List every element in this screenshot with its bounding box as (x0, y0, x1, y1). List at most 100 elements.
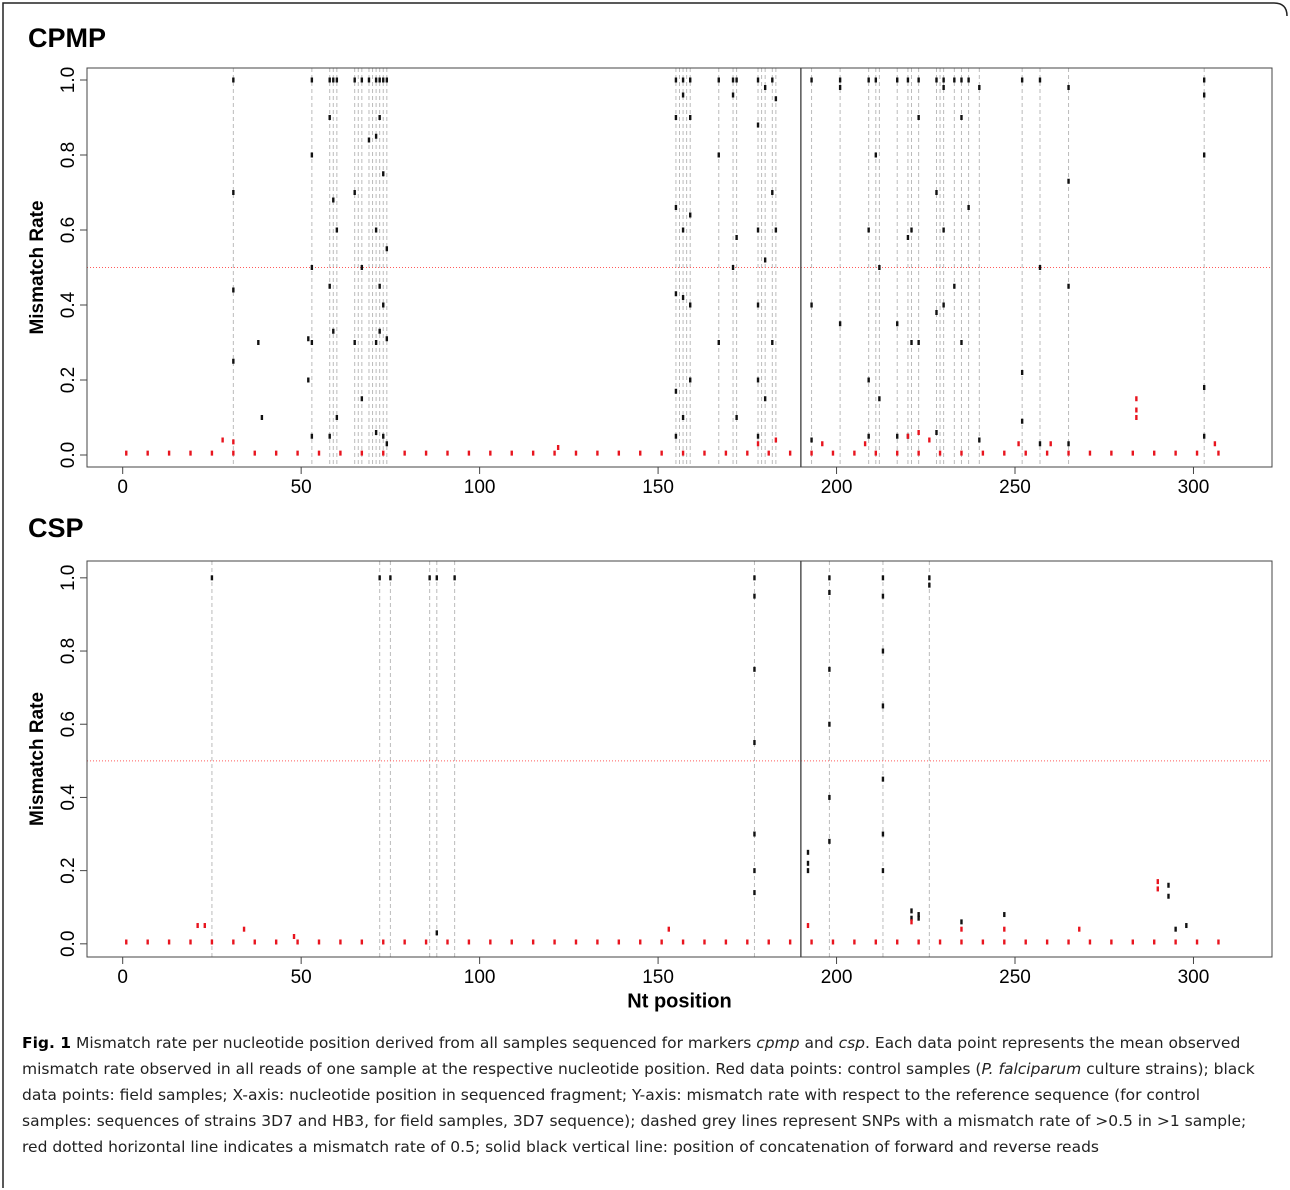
data-point (756, 441, 760, 447)
data-point (681, 450, 685, 456)
data-point (874, 450, 878, 456)
data-point (1156, 879, 1159, 885)
data-point (1195, 939, 1199, 945)
data-point (960, 939, 963, 945)
x-tick-label: 50 (291, 967, 312, 988)
data-point (896, 433, 899, 439)
data-point (556, 445, 560, 450)
data-point (167, 939, 171, 945)
data-point (335, 227, 339, 233)
data-point (317, 939, 321, 945)
data-point (810, 77, 813, 83)
y-tick-label: 0.0 (58, 931, 79, 957)
data-point (753, 890, 756, 896)
data-point (332, 197, 335, 203)
data-point (274, 450, 278, 456)
data-point (531, 450, 535, 456)
y-axis-label: Mismatch Rate (27, 692, 48, 826)
data-point (774, 437, 778, 443)
data-point (574, 450, 578, 456)
data-point (1020, 370, 1024, 375)
data-point (574, 939, 578, 945)
data-point (674, 205, 678, 210)
data-point (881, 868, 885, 874)
data-point (938, 450, 942, 456)
x-tick-label: 150 (642, 967, 674, 988)
data-point (1195, 450, 1199, 456)
data-point (1156, 886, 1159, 892)
data-point (910, 227, 913, 233)
x-tick-label: 300 (1178, 967, 1210, 988)
data-point (596, 939, 599, 945)
data-point (774, 227, 778, 233)
data-point (274, 939, 278, 945)
x-tick-label: 250 (999, 967, 1031, 988)
data-point (1088, 939, 1092, 945)
data-point (746, 939, 749, 945)
x-tick-label: 0 (117, 967, 128, 988)
data-point (1131, 450, 1134, 456)
data-point (756, 122, 760, 128)
data-point (681, 415, 685, 420)
data-point (867, 227, 870, 233)
data-point (810, 939, 813, 945)
data-point (1202, 92, 1206, 98)
data-point (310, 265, 314, 270)
data-point (953, 283, 956, 289)
data-point (1088, 450, 1092, 456)
data-point (382, 171, 385, 177)
data-point (763, 257, 767, 263)
data-point (1038, 77, 1042, 83)
data-point (424, 939, 428, 945)
data-point (689, 212, 692, 218)
data-point (681, 92, 685, 98)
y-tick-label: 0.4 (58, 291, 79, 318)
data-point (810, 437, 813, 443)
data-point (878, 396, 881, 402)
data-point (446, 939, 449, 945)
data-point (774, 96, 778, 102)
data-point (674, 388, 678, 394)
data-point (639, 939, 642, 945)
data-point (382, 433, 385, 439)
y-axis-label: Mismatch Rate (27, 200, 48, 334)
data-point (806, 868, 810, 874)
data-point (763, 85, 767, 90)
data-point (360, 396, 364, 402)
data-point (828, 721, 831, 727)
data-point (360, 77, 364, 83)
data-point (221, 437, 224, 443)
data-point (828, 575, 831, 581)
data-point (378, 115, 381, 120)
data-point (1135, 415, 1138, 420)
data-point (385, 246, 389, 252)
x-tick-label: 150 (642, 477, 674, 498)
x-tick-label: 100 (464, 477, 496, 498)
data-point (203, 923, 206, 929)
data-point (167, 450, 171, 456)
data-point (928, 437, 931, 443)
data-point (731, 92, 735, 98)
data-point (1153, 450, 1156, 456)
data-point (435, 575, 438, 581)
data-point (310, 340, 314, 345)
data-point (703, 450, 706, 456)
data-point (935, 190, 938, 195)
data-point (310, 152, 314, 158)
data-point (731, 265, 735, 270)
data-point (385, 336, 389, 342)
data-point (1067, 441, 1070, 447)
data-point (806, 923, 810, 929)
data-point (1003, 450, 1006, 456)
data-point (881, 831, 885, 837)
y-tick-label: 0.6 (58, 711, 79, 737)
data-point (681, 939, 685, 945)
y-tick-label: 1.0 (58, 565, 79, 591)
data-point (917, 77, 920, 83)
data-point (746, 450, 749, 456)
data-point (981, 939, 985, 945)
y-tick-label: 0.2 (58, 367, 79, 393)
data-point (667, 926, 670, 932)
data-point (967, 77, 970, 83)
data-point (935, 310, 938, 315)
